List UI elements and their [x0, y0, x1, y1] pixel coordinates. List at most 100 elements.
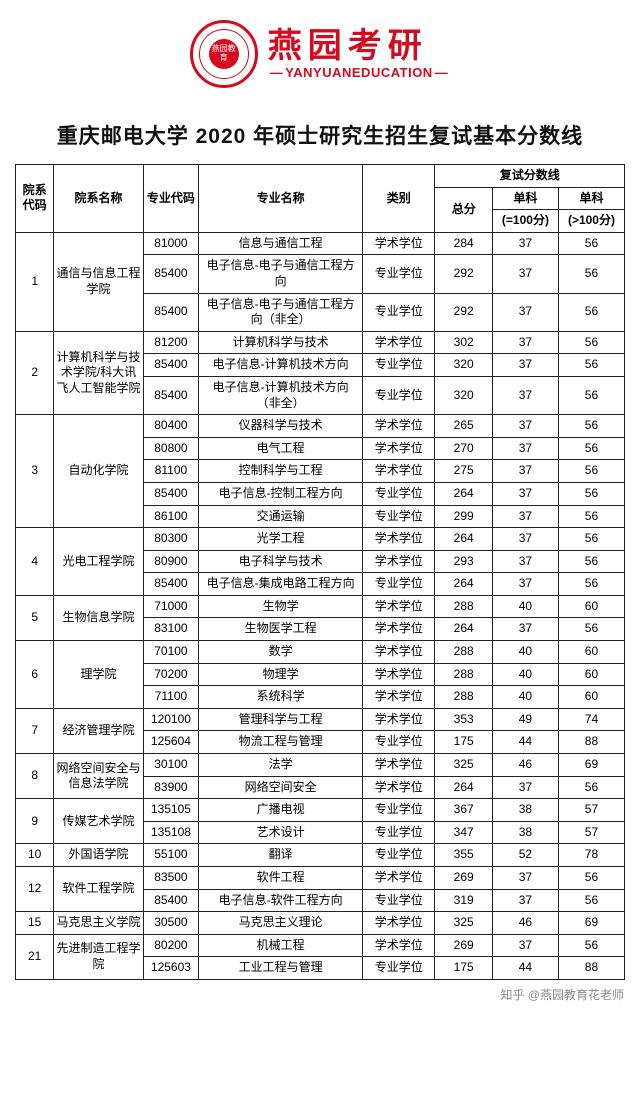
- cell-category: 专业学位: [363, 573, 435, 596]
- cell-major-name: 工业工程与管理: [199, 957, 363, 980]
- cell-major-code: 85400: [143, 376, 198, 414]
- cell-dept-name: 自动化学院: [54, 415, 143, 528]
- cell-single1: 37: [492, 889, 558, 912]
- cell-total: 319: [435, 889, 492, 912]
- cell-major-name: 电气工程: [199, 437, 363, 460]
- cell-category: 学术学位: [363, 754, 435, 777]
- cell-dept-code: 8: [16, 754, 54, 799]
- cell-single2: 56: [558, 550, 624, 573]
- cell-major-code: 85400: [143, 889, 198, 912]
- footer-credit: 知乎 @燕园教育花老师: [0, 980, 640, 1013]
- cell-major-code: 81200: [143, 331, 198, 354]
- cell-major-name: 艺术设计: [199, 821, 363, 844]
- cell-total: 288: [435, 686, 492, 709]
- cell-dept-code: 6: [16, 641, 54, 709]
- cell-single2: 56: [558, 528, 624, 551]
- cell-category: 专业学位: [363, 255, 435, 293]
- cell-total: 325: [435, 912, 492, 935]
- cell-single2: 56: [558, 482, 624, 505]
- table-row: 10外国语学院55100翻译专业学位3555278: [16, 844, 625, 867]
- cell-category: 专业学位: [363, 293, 435, 331]
- cell-single2: 56: [558, 255, 624, 293]
- cell-dept-code: 9: [16, 799, 54, 844]
- cell-single1: 37: [492, 437, 558, 460]
- cell-total: 367: [435, 799, 492, 822]
- table-row: 15马克思主义学院30500马克思主义理论学术学位3254669: [16, 912, 625, 935]
- cell-total: 353: [435, 708, 492, 731]
- table-row: 1通信与信息工程学院81000信息与通信工程学术学位2843756: [16, 232, 625, 255]
- cell-category: 专业学位: [363, 731, 435, 754]
- cell-single1: 37: [492, 415, 558, 438]
- cell-total: 302: [435, 331, 492, 354]
- cell-category: 学术学位: [363, 708, 435, 731]
- cell-single2: 60: [558, 595, 624, 618]
- table-row: 6理学院70100数学学术学位2884060: [16, 641, 625, 664]
- cell-major-code: 81100: [143, 460, 198, 483]
- cell-category: 学术学位: [363, 686, 435, 709]
- cell-single2: 56: [558, 776, 624, 799]
- cell-major-code: 85400: [143, 255, 198, 293]
- cell-major-code: 80900: [143, 550, 198, 573]
- cell-total: 270: [435, 437, 492, 460]
- cell-single2: 69: [558, 754, 624, 777]
- brand-name-en: YANYUANEDUCATION: [268, 66, 450, 80]
- cell-category: 学术学位: [363, 595, 435, 618]
- cell-dept-name: 通信与信息工程学院: [54, 232, 143, 331]
- cell-single1: 52: [492, 844, 558, 867]
- cell-major-name: 系统科学: [199, 686, 363, 709]
- cell-single1: 37: [492, 482, 558, 505]
- cell-major-name: 广播电视: [199, 799, 363, 822]
- cell-single2: 56: [558, 934, 624, 957]
- cell-category: 学术学位: [363, 912, 435, 935]
- cell-total: 175: [435, 957, 492, 980]
- cell-total: 320: [435, 354, 492, 377]
- cell-major-code: 80400: [143, 415, 198, 438]
- cell-major-code: 120100: [143, 708, 198, 731]
- cell-single1: 40: [492, 686, 558, 709]
- table-row: 21先进制造工程学院80200机械工程学术学位2693756: [16, 934, 625, 957]
- cell-category: 专业学位: [363, 799, 435, 822]
- cell-category: 专业学位: [363, 821, 435, 844]
- th-category: 类别: [363, 165, 435, 233]
- cell-major-name: 电子信息-软件工程方向: [199, 889, 363, 912]
- cell-major-name: 数学: [199, 641, 363, 664]
- th-dept-name: 院系名称: [54, 165, 143, 233]
- cell-total: 347: [435, 821, 492, 844]
- cell-major-code: 86100: [143, 505, 198, 528]
- cell-single1: 40: [492, 641, 558, 664]
- cell-total: 288: [435, 663, 492, 686]
- cell-major-name: 电子信息-计算机技术方向: [199, 354, 363, 377]
- cell-major-code: 70200: [143, 663, 198, 686]
- cell-category: 学术学位: [363, 867, 435, 890]
- cell-single1: 37: [492, 232, 558, 255]
- cell-single2: 56: [558, 889, 624, 912]
- cell-major-name: 电子信息-计算机技术方向（非全）: [199, 376, 363, 414]
- cell-dept-code: 7: [16, 708, 54, 753]
- cell-dept-code: 4: [16, 528, 54, 596]
- cell-total: 325: [435, 754, 492, 777]
- table-row: 5生物信息学院71000生物学学术学位2884060: [16, 595, 625, 618]
- brand-text: 燕园考研 YANYUANEDUCATION: [268, 28, 450, 80]
- cell-total: 293: [435, 550, 492, 573]
- cell-total: 264: [435, 776, 492, 799]
- cell-single1: 37: [492, 255, 558, 293]
- cell-total: 288: [435, 641, 492, 664]
- cell-single2: 56: [558, 354, 624, 377]
- cell-single2: 56: [558, 573, 624, 596]
- cell-dept-name: 软件工程学院: [54, 867, 143, 912]
- cell-major-code: 80800: [143, 437, 198, 460]
- cell-major-code: 55100: [143, 844, 198, 867]
- cell-major-name: 网络空间安全: [199, 776, 363, 799]
- cell-category: 学术学位: [363, 437, 435, 460]
- cell-single1: 37: [492, 460, 558, 483]
- cell-total: 264: [435, 482, 492, 505]
- cell-major-name: 交通运输: [199, 505, 363, 528]
- cell-dept-code: 12: [16, 867, 54, 912]
- table-row: 7经济管理学院120100管理科学与工程学术学位3534974: [16, 708, 625, 731]
- cell-major-code: 85400: [143, 482, 198, 505]
- cell-total: 299: [435, 505, 492, 528]
- cell-dept-code: 15: [16, 912, 54, 935]
- cell-category: 学术学位: [363, 776, 435, 799]
- cell-dept-code: 1: [16, 232, 54, 331]
- cell-major-name: 电子信息-电子与通信工程方向: [199, 255, 363, 293]
